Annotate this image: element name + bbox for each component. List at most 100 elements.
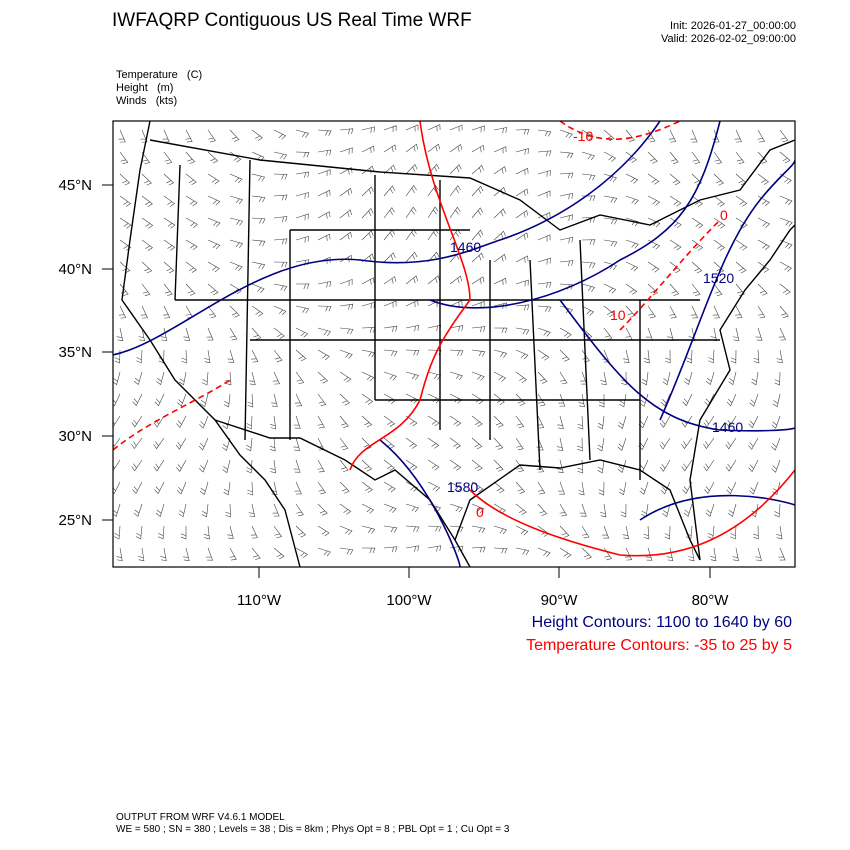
wind-barb <box>229 217 244 226</box>
wind-barb <box>162 305 171 319</box>
wind-barb <box>707 525 715 540</box>
wind-barb <box>163 173 175 186</box>
wind-barb <box>713 283 723 297</box>
lat-label: 40°N <box>58 261 92 278</box>
wind-barb <box>405 251 418 263</box>
wind-barb <box>581 283 596 292</box>
wind-barb <box>578 393 585 408</box>
wind-barb <box>682 393 693 407</box>
mexico-border <box>214 419 471 567</box>
height-contour <box>559 299 795 432</box>
wind-barb <box>383 185 396 197</box>
wind-barb <box>405 503 419 513</box>
field-height: Height (m) <box>116 82 174 94</box>
wind-barb <box>449 206 461 219</box>
wind-barb <box>405 143 419 153</box>
wind-barb <box>207 195 221 206</box>
wind-barb <box>383 459 395 471</box>
wind-barb <box>270 415 277 430</box>
wind-barb <box>251 261 266 270</box>
wind-barb <box>625 261 639 272</box>
wind-barb <box>295 371 305 385</box>
wind-barb <box>779 173 792 185</box>
wind-barb <box>339 303 354 310</box>
wind-barb <box>185 261 197 273</box>
wind-barb <box>271 393 278 407</box>
wind-barb <box>691 217 704 229</box>
wind-barb <box>625 195 639 205</box>
wind-barb <box>732 327 740 342</box>
wind-barb <box>668 129 677 143</box>
wind-barb <box>119 261 131 274</box>
height-contour <box>639 159 795 521</box>
wind-barb <box>140 129 148 143</box>
wind-barb <box>471 185 484 197</box>
wind-barb <box>600 503 607 518</box>
wind-barb <box>339 209 353 219</box>
wind-barb <box>317 547 331 557</box>
wind-barb <box>449 525 464 533</box>
wind-barb <box>273 151 288 160</box>
wind-barb <box>713 217 726 229</box>
wind-barb <box>776 525 783 540</box>
wind-barb <box>339 481 350 494</box>
wind-barb <box>293 437 301 451</box>
plot-title: IWFAQRP Contiguous US Real Time WRF <box>112 10 472 31</box>
wind-barb <box>578 481 585 496</box>
wind-barb <box>493 230 506 241</box>
wind-barb <box>515 304 530 311</box>
wind-barb <box>295 171 310 178</box>
wind-barb <box>176 415 187 429</box>
wind-barb <box>339 167 353 175</box>
wind-barb <box>625 129 635 142</box>
wind-barb <box>703 459 715 472</box>
wind-barb <box>688 547 695 562</box>
wind-barb <box>603 239 618 247</box>
wind-barb <box>251 129 263 141</box>
wind-barb <box>383 207 395 219</box>
height-contour <box>113 121 661 356</box>
wind-barb <box>581 173 596 181</box>
wind-barb <box>556 437 564 452</box>
wind-barb <box>294 393 303 407</box>
wind-barb <box>295 327 309 338</box>
wind-barb <box>180 525 187 540</box>
wind-barb <box>449 349 464 356</box>
init-time: Init: 2026-01-27_00:00:00 <box>670 20 796 32</box>
wind-barb <box>183 547 190 561</box>
wind-barb <box>317 305 332 312</box>
wind-barb <box>114 349 121 364</box>
wind-barb <box>641 371 649 386</box>
wind-barb <box>779 217 793 227</box>
wind-barb <box>383 349 398 357</box>
wind-barb <box>449 393 463 404</box>
wind-barb <box>734 129 742 143</box>
wind-barb <box>339 147 353 155</box>
wind-barb <box>779 195 793 206</box>
wind-barb <box>204 349 211 364</box>
wind-barb <box>646 327 653 341</box>
wind-barb <box>728 503 737 518</box>
wind-barb <box>771 459 781 473</box>
wind-barb <box>405 349 420 356</box>
wind-barb <box>247 481 253 496</box>
wind-barb <box>339 547 354 555</box>
wind-barb <box>273 525 283 539</box>
wind-barb <box>383 393 396 405</box>
wind-barb <box>383 300 397 308</box>
wind-barb <box>603 195 618 204</box>
wind-barb <box>749 481 759 495</box>
wind-barb <box>181 349 187 364</box>
wind-barb <box>273 327 285 339</box>
wind-barb <box>659 415 671 428</box>
wind-barb <box>269 459 276 474</box>
wind-barb <box>776 349 783 364</box>
wind-barb <box>449 275 463 285</box>
wind-barb <box>250 525 258 539</box>
wind-barb <box>749 393 759 407</box>
wind-barb <box>493 327 508 334</box>
wind-barb <box>471 459 483 472</box>
wind-barb <box>581 547 592 560</box>
wind-barb <box>383 229 396 241</box>
wind-barb <box>748 415 759 429</box>
